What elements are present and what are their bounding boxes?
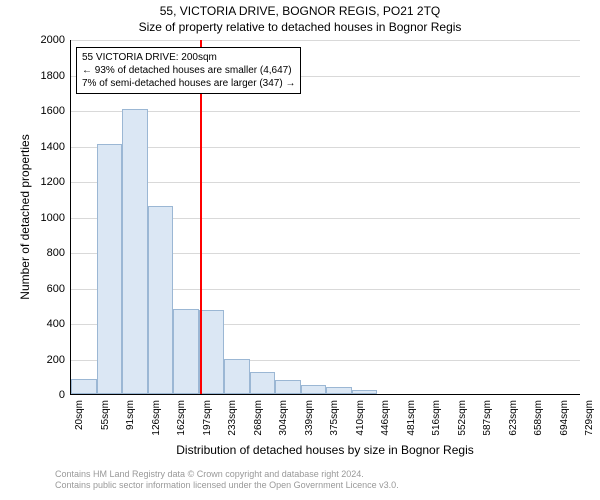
annotation-box: 55 VICTORIA DRIVE: 200sqm← 93% of detach… — [76, 47, 301, 94]
x-tick-label: 481sqm — [406, 400, 417, 436]
x-tick-label: 55sqm — [100, 400, 111, 430]
footer-line-2: Contains public sector information licen… — [55, 480, 399, 492]
annotation-line: ← 93% of detached houses are smaller (4,… — [82, 64, 295, 77]
histogram-bar — [122, 109, 148, 394]
y-tick-label: 0 — [25, 389, 65, 401]
x-tick-label: 20sqm — [74, 400, 85, 430]
y-tick-label: 1800 — [25, 70, 65, 82]
x-tick-label: 162sqm — [176, 400, 187, 436]
y-tick-label: 400 — [25, 318, 65, 330]
histogram-bar — [173, 309, 199, 394]
x-tick-label: 516sqm — [431, 400, 442, 436]
histogram-bar — [250, 372, 276, 394]
histogram-bar — [71, 379, 97, 394]
gridline — [71, 40, 580, 41]
histogram-bar — [326, 387, 352, 394]
y-tick-label: 600 — [25, 283, 65, 295]
chart-container: 55, VICTORIA DRIVE, BOGNOR REGIS, PO21 2… — [0, 0, 600, 500]
y-tick-label: 2000 — [25, 34, 65, 46]
y-tick-label: 1200 — [25, 176, 65, 188]
x-tick-label: 304sqm — [278, 400, 289, 436]
x-tick-label: 552sqm — [457, 400, 468, 436]
histogram-bar — [301, 385, 327, 394]
footer-attribution: Contains HM Land Registry data © Crown c… — [55, 469, 399, 492]
x-axis-label: Distribution of detached houses by size … — [70, 443, 580, 457]
x-tick-label: 446sqm — [380, 400, 391, 436]
annotation-line: 55 VICTORIA DRIVE: 200sqm — [82, 51, 295, 64]
chart-title: 55, VICTORIA DRIVE, BOGNOR REGIS, PO21 2… — [0, 4, 600, 18]
chart-subtitle: Size of property relative to detached ho… — [0, 20, 600, 34]
histogram-bar — [97, 144, 123, 394]
footer-line-1: Contains HM Land Registry data © Crown c… — [55, 469, 399, 481]
x-tick-label: 126sqm — [151, 400, 162, 436]
histogram-bar — [275, 380, 301, 394]
x-tick-label: 658sqm — [533, 400, 544, 436]
y-tick-label: 1600 — [25, 105, 65, 117]
x-tick-label: 233sqm — [227, 400, 238, 436]
x-tick-label: 410sqm — [355, 400, 366, 436]
x-tick-label: 694sqm — [559, 400, 570, 436]
y-tick-label: 800 — [25, 247, 65, 259]
annotation-line: 7% of semi-detached houses are larger (3… — [82, 77, 295, 90]
x-tick-label: 197sqm — [202, 400, 213, 436]
x-tick-label: 91sqm — [125, 400, 136, 430]
histogram-bar — [352, 390, 378, 394]
x-tick-label: 587sqm — [482, 400, 493, 436]
x-tick-label: 375sqm — [329, 400, 340, 436]
y-tick-label: 1000 — [25, 212, 65, 224]
y-tick-label: 200 — [25, 354, 65, 366]
x-tick-label: 623sqm — [508, 400, 519, 436]
histogram-bar — [148, 206, 174, 394]
x-tick-label: 339sqm — [304, 400, 315, 436]
x-tick-label: 268sqm — [253, 400, 264, 436]
y-tick-label: 1400 — [25, 141, 65, 153]
x-tick-label: 729sqm — [584, 400, 595, 436]
histogram-bar — [224, 359, 250, 395]
